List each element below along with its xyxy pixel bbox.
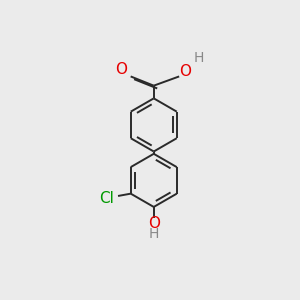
Text: O: O (179, 64, 191, 79)
Text: H: H (194, 51, 204, 65)
Text: O: O (148, 216, 160, 231)
Text: O: O (116, 62, 128, 77)
Text: Cl: Cl (99, 191, 114, 206)
Text: H: H (148, 226, 159, 241)
